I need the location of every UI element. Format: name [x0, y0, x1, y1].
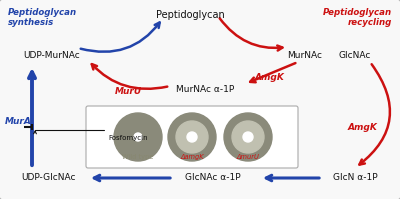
Circle shape: [243, 132, 253, 142]
Text: MurNAc α-1P: MurNAc α-1P: [176, 86, 234, 95]
Text: MurNAc: MurNAc: [288, 51, 322, 60]
Circle shape: [134, 133, 142, 141]
Text: Fosfomycin: Fosfomycin: [108, 135, 148, 141]
Text: AmgK: AmgK: [255, 73, 285, 83]
Text: ΔamgK: ΔamgK: [180, 154, 204, 160]
Circle shape: [187, 132, 197, 142]
Text: Peptidoglycan
recycling: Peptidoglycan recycling: [323, 8, 392, 27]
Text: AmgK: AmgK: [347, 124, 377, 133]
Circle shape: [114, 113, 162, 161]
Text: MurA: MurA: [4, 117, 32, 127]
Circle shape: [168, 113, 216, 161]
Text: UDP-MurNAc: UDP-MurNAc: [24, 51, 80, 60]
Text: Wild type: Wild type: [122, 154, 154, 160]
Text: GlcN α-1P: GlcN α-1P: [333, 174, 377, 182]
Circle shape: [232, 121, 264, 153]
Text: MurU: MurU: [114, 88, 142, 97]
Text: Peptidoglycan: Peptidoglycan: [156, 10, 224, 20]
Text: GlcNAc α-1P: GlcNAc α-1P: [185, 174, 241, 182]
Circle shape: [176, 121, 208, 153]
Text: Peptidoglycan
synthesis: Peptidoglycan synthesis: [8, 8, 77, 27]
Text: ΔmurU: ΔmurU: [236, 154, 260, 160]
Circle shape: [224, 113, 272, 161]
FancyBboxPatch shape: [86, 106, 298, 168]
Text: UDP-GlcNAc: UDP-GlcNAc: [21, 174, 75, 182]
Text: GlcNAc: GlcNAc: [339, 51, 371, 60]
